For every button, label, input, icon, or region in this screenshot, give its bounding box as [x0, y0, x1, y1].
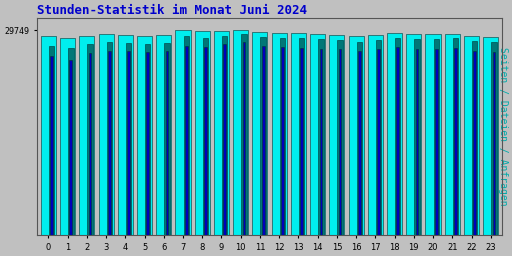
- Bar: [414, 39, 420, 235]
- Bar: [137, 36, 152, 235]
- Bar: [299, 38, 304, 235]
- Bar: [357, 42, 362, 235]
- Bar: [164, 43, 169, 235]
- Bar: [349, 36, 364, 235]
- Bar: [329, 35, 345, 235]
- Bar: [49, 46, 54, 235]
- Y-axis label: Seiten / Dateien / Anfragen: Seiten / Dateien / Anfragen: [498, 47, 508, 206]
- Bar: [435, 49, 438, 235]
- Bar: [185, 46, 187, 235]
- Bar: [252, 32, 267, 235]
- Bar: [396, 47, 399, 235]
- Bar: [262, 46, 265, 235]
- Bar: [318, 39, 324, 235]
- Bar: [195, 31, 210, 235]
- Bar: [474, 51, 476, 235]
- Bar: [88, 44, 93, 235]
- Bar: [89, 53, 92, 235]
- Bar: [376, 40, 381, 235]
- Bar: [176, 30, 190, 235]
- Bar: [106, 42, 112, 235]
- Bar: [395, 38, 400, 235]
- Bar: [368, 35, 383, 235]
- Bar: [387, 33, 402, 235]
- Bar: [243, 42, 245, 235]
- Bar: [145, 44, 151, 235]
- Bar: [406, 34, 421, 235]
- Bar: [358, 51, 360, 235]
- Bar: [416, 49, 418, 235]
- Bar: [454, 48, 457, 235]
- Bar: [79, 36, 94, 235]
- Bar: [146, 52, 149, 235]
- Bar: [223, 44, 226, 235]
- Bar: [272, 33, 287, 235]
- Bar: [464, 36, 479, 235]
- Bar: [425, 34, 440, 235]
- Bar: [339, 49, 342, 235]
- Bar: [337, 40, 343, 235]
- Text: Stunden-Statistik im Monat Juni 2024: Stunden-Statistik im Monat Juni 2024: [37, 4, 307, 17]
- Bar: [280, 38, 285, 235]
- Bar: [41, 36, 56, 235]
- Bar: [68, 48, 74, 235]
- Bar: [377, 49, 380, 235]
- Bar: [222, 36, 227, 235]
- Bar: [310, 34, 325, 235]
- Bar: [203, 38, 208, 235]
- Bar: [118, 35, 133, 235]
- Bar: [281, 47, 284, 235]
- Bar: [445, 34, 460, 235]
- Bar: [98, 34, 114, 235]
- Bar: [50, 56, 53, 235]
- Bar: [300, 48, 303, 235]
- Bar: [261, 37, 266, 235]
- Bar: [319, 49, 322, 235]
- Bar: [156, 35, 172, 235]
- Bar: [127, 51, 130, 235]
- Bar: [214, 31, 229, 235]
- Bar: [492, 42, 497, 235]
- Bar: [126, 43, 131, 235]
- Bar: [183, 36, 189, 235]
- Bar: [493, 52, 495, 235]
- Bar: [453, 38, 458, 235]
- Bar: [472, 41, 477, 235]
- Bar: [233, 30, 248, 235]
- Bar: [108, 51, 111, 235]
- Bar: [291, 34, 306, 235]
- Bar: [434, 39, 439, 235]
- Bar: [241, 34, 247, 235]
- Bar: [166, 51, 168, 235]
- Bar: [70, 60, 72, 235]
- Bar: [60, 38, 75, 235]
- Bar: [483, 37, 498, 235]
- Bar: [204, 47, 207, 235]
